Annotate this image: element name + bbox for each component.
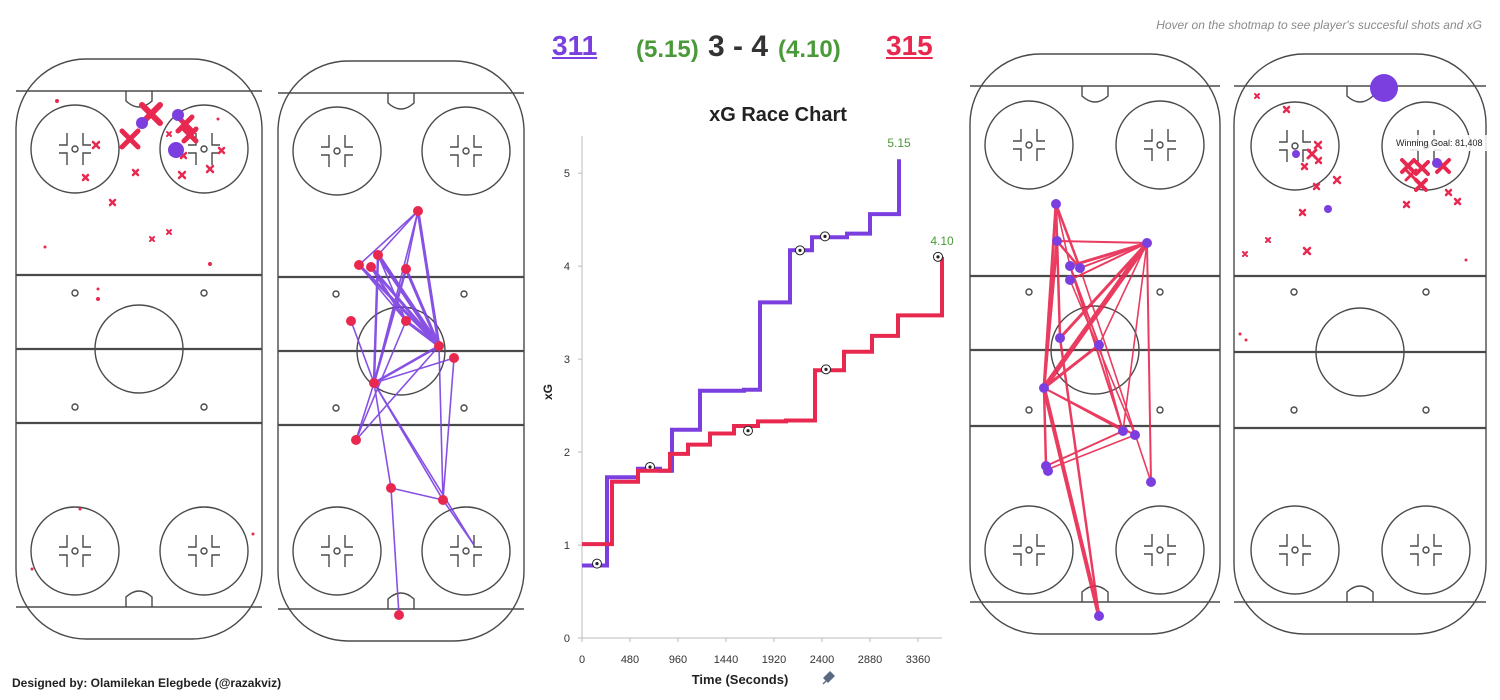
scoreline: 311 (5.15) 3 - 4 (4.10) 315 — [530, 30, 960, 74]
x-tick-label: 1920 — [762, 654, 786, 666]
series-end-label: 4.10 — [930, 234, 954, 248]
series-line-2[interactable] — [582, 256, 944, 547]
tooltip-text: Winning Goal: 81,408 — [1396, 138, 1483, 148]
y-tick-label: 5 — [564, 168, 570, 180]
team-b-xg: (4.10) — [778, 36, 841, 63]
x-tick-label: 2880 — [858, 654, 882, 666]
goal-marker[interactable] — [933, 251, 943, 262]
xg-race-chart[interactable]: 0 1 2 3 4 5 0 480 960 1440 1920 2400 2880 3360 5.15 4.… — [540, 130, 960, 690]
series-line-1[interactable] — [582, 159, 901, 568]
chart-title: xG Race Chart — [709, 104, 847, 126]
hover-hint: Hover on the shotmap to see player's suc… — [1156, 18, 1482, 32]
x-tick-label: 960 — [669, 654, 687, 666]
y-tick-label: 0 — [564, 633, 570, 645]
series-end-label: 5.15 — [887, 136, 911, 150]
y-tick-label: 3 — [564, 354, 570, 366]
y-axis-label: xG — [541, 384, 555, 400]
x-tick-label: 3360 — [906, 654, 930, 666]
y-tick-label: 2 — [564, 447, 570, 459]
y-tick-label: 1 — [564, 540, 570, 552]
designer-credit: Designed by: Olamilekan Elegbede (@razak… — [12, 676, 282, 690]
winning-goal-tooltip: Winning Goal: 81,408 — [1394, 135, 1490, 151]
x-tick-label: 0 — [579, 654, 585, 666]
shot-map-team-a[interactable] — [12, 55, 266, 645]
goal-marker[interactable] — [820, 231, 830, 242]
team-a-xg: (5.15) — [636, 36, 699, 63]
pin-icon[interactable] — [822, 671, 835, 685]
x-tick-label: 1440 — [714, 654, 738, 666]
shot-map-team-b[interactable]: Winning Goal: 81,408 — [1230, 50, 1490, 640]
x-axis-label: Time (Seconds) — [692, 672, 789, 687]
goal-marker[interactable] — [592, 558, 602, 569]
pass-network-team-b[interactable] — [966, 50, 1224, 640]
team-a-link[interactable]: 311 — [552, 30, 598, 61]
goal-marker[interactable] — [795, 245, 805, 256]
pass-network-team-a[interactable] — [274, 57, 528, 647]
y-tick-label: 4 — [564, 261, 570, 273]
x-tick-label: 2400 — [810, 654, 834, 666]
score: 3 - 4 — [708, 30, 769, 63]
x-tick-label: 480 — [621, 654, 639, 666]
goal-marker[interactable] — [743, 425, 753, 436]
team-b-link[interactable]: 315 — [886, 30, 933, 61]
goal-marker[interactable] — [821, 364, 831, 375]
